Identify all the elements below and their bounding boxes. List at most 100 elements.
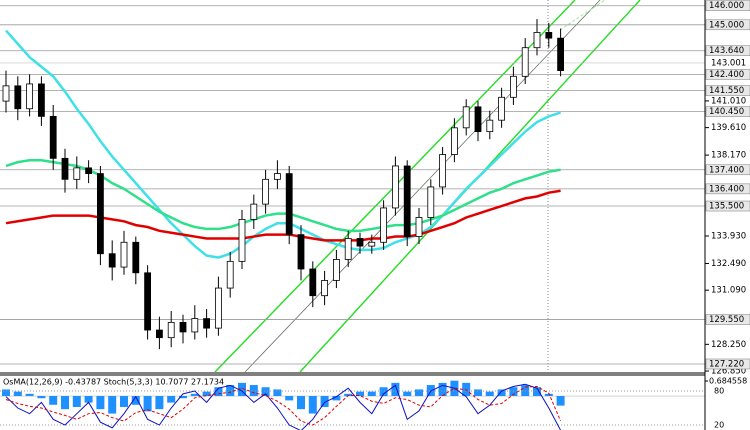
level-label: 140.450: [709, 107, 744, 117]
candle-body: [61, 157, 69, 180]
osma-bar: [238, 382, 246, 397]
candle-body: [427, 186, 435, 218]
osma-bar: [226, 385, 235, 397]
level-label: 135.500: [709, 202, 744, 212]
candle-body: [179, 321, 187, 333]
osma-bar: [332, 396, 341, 401]
candle-body: [391, 165, 399, 209]
osma-bar: [367, 391, 376, 397]
osma-bar: [96, 396, 105, 410]
level-label-box: [705, 106, 750, 117]
y-tick-label: 0.684558: [709, 377, 747, 386]
osma-bar: [190, 393, 199, 397]
osma-bar: [155, 396, 164, 410]
osma-bar: [320, 396, 329, 407]
y-tick-label: 141.010: [711, 96, 746, 106]
level-label-box: [705, 200, 750, 212]
candle-body: [344, 238, 352, 260]
candle-body: [2, 85, 10, 102]
price-axis: 126.850 128.250 131.090 132.490 133.930 138.1…: [705, 0, 750, 430]
osma-bar: [533, 387, 541, 397]
stochastic-line: [5, 385, 562, 426]
level-label: 146.000: [709, 1, 744, 11]
osma-bar: [61, 396, 69, 410]
candle-body: [238, 218, 246, 262]
osma-bar: [391, 382, 400, 397]
level-label: 127.220: [709, 359, 744, 369]
osma-bar: [297, 396, 305, 410]
price-pane: [0, 0, 705, 372]
candle-body: [262, 178, 270, 205]
candle-body: [108, 253, 116, 268]
candle-body: [250, 203, 258, 220]
candle-body: [226, 260, 234, 289]
y-tick-label: 128.250: [711, 340, 746, 350]
y-tick-label: 133.930: [711, 231, 746, 241]
candle-body: [97, 173, 104, 255]
channel-extension: [559, 0, 606, 31]
current-price-label: 143.001: [711, 58, 746, 68]
level-label: 137.400: [709, 165, 744, 175]
candle-body: [203, 318, 211, 329]
osma-bar: [344, 393, 353, 397]
candle-body: [415, 217, 423, 237]
level-label: 136.400: [709, 184, 744, 194]
osma-bar: [120, 396, 128, 407]
y-tick-label: 139.610: [711, 123, 746, 133]
osma-bar: [131, 396, 140, 405]
level-label-box: [705, 0, 750, 11]
candle-body: [498, 96, 506, 121]
level-label-box: [705, 69, 750, 80]
level-label: 145.000: [709, 20, 744, 30]
osma-bar: [202, 391, 211, 397]
oscillator-pane: [0, 380, 705, 430]
osma-bar: [509, 387, 518, 397]
osma-bar: [2, 389, 10, 397]
candle-body: [509, 75, 517, 98]
osma-bar: [13, 391, 22, 397]
level-label-box: [705, 85, 750, 96]
candle-body: [273, 173, 281, 180]
osma-bar: [179, 396, 187, 399]
level-label-box: [705, 358, 750, 370]
candle-body: [368, 241, 376, 247]
level-label: 142.400: [709, 70, 744, 80]
osma-bar: [167, 396, 176, 403]
candle-body: [557, 37, 564, 71]
y-tick-label: 20: [714, 421, 724, 430]
osma-bar: [403, 391, 412, 397]
candle-body: [26, 83, 34, 110]
candle-body: [380, 207, 388, 243]
osma-bar: [84, 396, 93, 403]
osma-bar: [49, 396, 58, 405]
y-tick-label: 132.490: [711, 259, 746, 269]
osma-bar: [261, 387, 270, 397]
osma-bar: [308, 396, 317, 414]
osma-bar: [72, 396, 81, 407]
candle-body: [132, 241, 140, 274]
level-label: 143.640: [709, 46, 744, 56]
candle-body: [285, 173, 293, 236]
y-tick-label: 80: [714, 387, 724, 396]
osma-bar: [108, 396, 117, 414]
candle-body: [14, 85, 22, 110]
level-label-box: [705, 19, 750, 31]
level-label-box: [705, 183, 750, 195]
osma-bar: [25, 393, 34, 397]
osma-bar: [485, 391, 494, 397]
osma-bar: [474, 389, 482, 397]
level-label-box: [705, 164, 750, 176]
candle-body: [38, 83, 45, 117]
osma-bar: [143, 396, 152, 412]
candle-body: [155, 329, 163, 339]
candle-body: [462, 106, 470, 129]
candle-body: [356, 238, 364, 247]
level-label-box: [705, 314, 750, 325]
candle-body: [167, 321, 175, 339]
osma-bar: [415, 389, 423, 397]
candle-body: [309, 268, 317, 297]
candle-body: [144, 272, 152, 331]
